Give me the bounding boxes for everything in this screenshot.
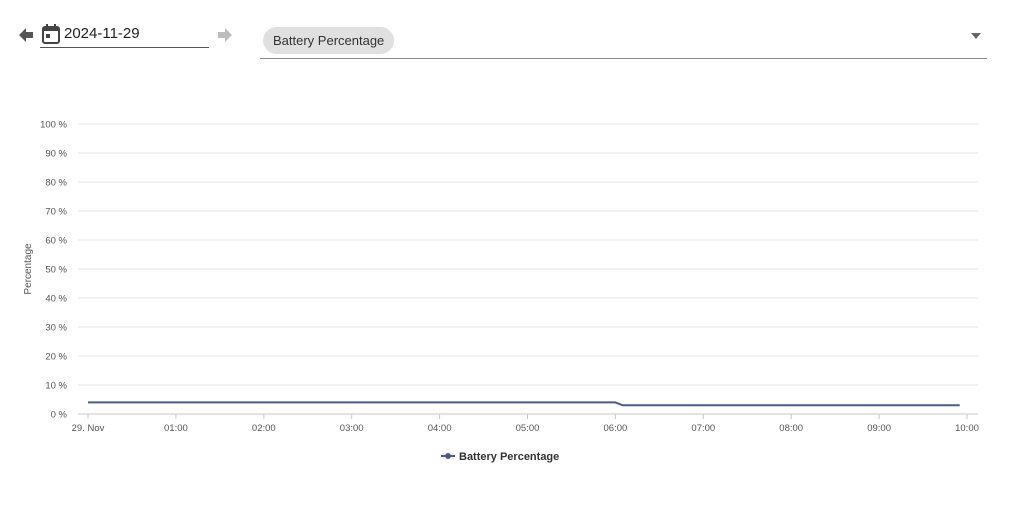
x-tick-label: 03:00 [340,423,364,434]
y-tick-label: 70 % [45,207,67,218]
y-tick-label: 60 % [45,236,67,247]
legend-label[interactable]: Battery Percentage [459,451,559,463]
date-value: 2024-11-29 [64,25,140,42]
metric-select[interactable]: Battery Percentage [260,22,987,59]
y-tick-label: 0 % [51,410,68,421]
x-tick-label: 07:00 [691,423,715,434]
x-tick-label: 02:00 [252,423,276,434]
x-tick-label: 05:00 [516,423,540,434]
line-chart: 0 % 10 % 20 % 30 % 40 % 50 % 60 % 70 % 80 % 90 % 1… [23,120,979,464]
y-tick-label: 90 % [45,149,67,160]
y-tick-label: 80 % [45,178,67,189]
y-axis: 0 % 10 % 20 % 30 % 40 % 50 % 60 % 70 % 80 % 90 % 1… [40,120,67,421]
grid-lines [78,123,978,415]
calendar-icon[interactable] [42,24,60,44]
y-tick-label: 10 % [45,381,67,392]
legend-swatch-marker [445,453,451,459]
y-tick-label: 100 % [40,120,67,131]
selected-metric-chip[interactable]: Battery Percentage [263,27,395,54]
y-tick-label: 20 % [45,352,67,363]
y-tick-label: 50 % [45,265,67,276]
y-tick-label: 30 % [45,323,67,334]
arrow-left-icon[interactable] [17,26,35,44]
caret-down-icon[interactable] [971,33,981,39]
x-tick-label: 29. Nov [72,423,105,434]
x-tick-label: 10:00 [955,423,979,434]
y-axis-title: Percentage [23,243,34,295]
arrow-right-icon[interactable] [216,26,234,44]
toolbar: 2024-11-29 Battery Percentage [0,0,1024,70]
x-tick-label: 01:00 [164,423,188,434]
x-tick-label: 09:00 [867,423,891,434]
legend[interactable]: Battery Percentage [441,451,559,463]
series-line[interactable] [88,401,960,407]
x-tick-label: 04:00 [428,423,452,434]
x-axis: 29. Nov 01:00 02:00 03:00 04:00 05:00 06:00 07:… [72,414,979,434]
x-tick-label: 08:00 [779,423,803,434]
x-tick-label: 06:00 [604,423,628,434]
series-layer [88,401,960,407]
y-tick-label: 40 % [45,294,67,305]
date-input[interactable]: 2024-11-29 [40,22,209,48]
